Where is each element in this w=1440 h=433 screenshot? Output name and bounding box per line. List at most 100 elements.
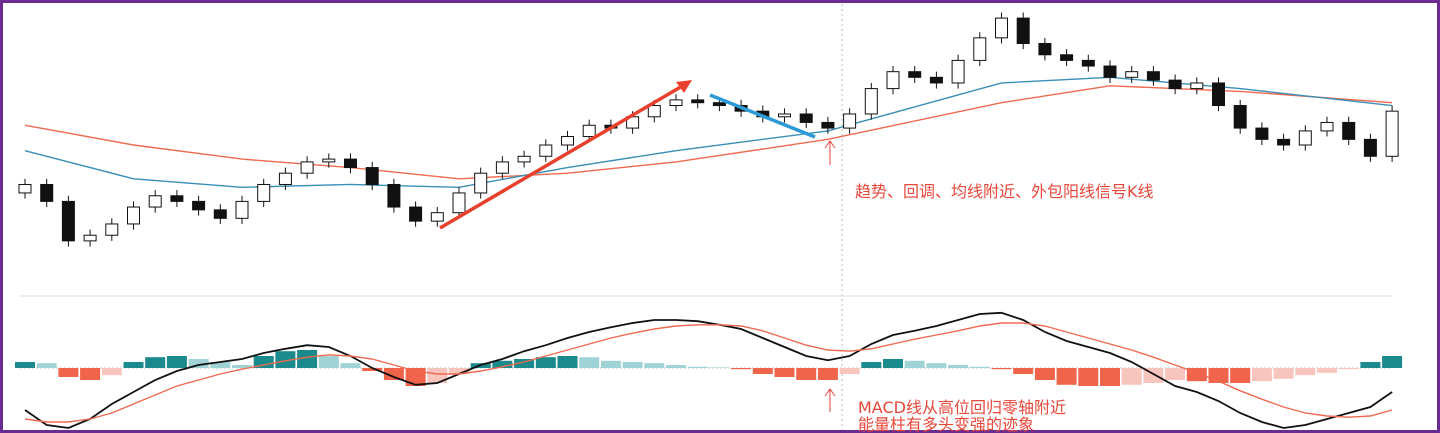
candle-body (712, 102, 726, 107)
candle-body (430, 212, 444, 222)
histogram-bar (1317, 368, 1337, 373)
candle-body (517, 155, 531, 163)
histogram-bar (449, 368, 469, 374)
annotation: MACD线从高位回归零轴附近 (858, 398, 1066, 417)
histogram-bar (861, 362, 882, 368)
candle-body (235, 200, 249, 219)
candle-body (1125, 71, 1139, 78)
candle-body (778, 113, 791, 118)
candle-body (647, 105, 661, 118)
candle-body (452, 192, 466, 214)
candle-body (365, 167, 379, 185)
histogram-bar (297, 350, 318, 368)
histogram-bar (58, 368, 79, 377)
candle-body (1320, 121, 1334, 132)
candle-body (1298, 130, 1312, 146)
candle-body (170, 195, 184, 202)
histogram-bar (275, 351, 296, 368)
candle-body (18, 183, 32, 194)
histogram-bar (579, 357, 600, 368)
histogram-bar (101, 368, 122, 376)
candle-body (83, 234, 97, 242)
histogram-bar (752, 368, 773, 374)
moving-average (24, 76, 1393, 189)
candle-body (387, 183, 401, 208)
histogram-bar (839, 368, 860, 374)
candle-body (995, 17, 1008, 39)
histogram-bar (1165, 368, 1186, 380)
candle-body (300, 161, 314, 174)
signal-arrow (824, 388, 836, 412)
price-panel (18, 12, 1399, 247)
histogram-bar (427, 368, 448, 383)
candle-body (886, 71, 900, 90)
histogram-bar (1382, 356, 1403, 368)
candle-body (864, 88, 878, 115)
candle-body (1363, 138, 1377, 157)
candle-body (1233, 105, 1247, 129)
candle-body (257, 183, 271, 202)
candle-body (278, 172, 292, 185)
candle-body (1103, 65, 1117, 78)
histogram-bar (991, 368, 1012, 370)
histogram-bar (731, 368, 752, 370)
annotation: 能量柱有多头变强的迹象 (858, 415, 1034, 433)
histogram-bar (36, 363, 57, 368)
histogram-bar (405, 368, 426, 386)
candle-body (40, 183, 54, 202)
histogram-bar (622, 362, 643, 368)
histogram-bar (514, 359, 535, 368)
candle-body (1385, 110, 1399, 157)
histogram-bar (535, 357, 556, 368)
histogram-bar (1100, 368, 1120, 386)
histogram-bar (1273, 368, 1294, 379)
candle-body (1060, 54, 1074, 61)
candle-body (1342, 121, 1356, 140)
candle-body (148, 195, 162, 208)
histogram-bar (883, 359, 903, 368)
histogram-bar (1360, 362, 1381, 368)
histogram-bar (1230, 368, 1251, 383)
histogram-bar (80, 368, 101, 380)
candle-body (1255, 127, 1269, 140)
candle-body (843, 113, 857, 129)
candle-body (322, 158, 336, 163)
histogram-bar (687, 366, 708, 368)
candle-body (1016, 17, 1030, 44)
candle-body (973, 37, 987, 61)
candle-body (105, 223, 119, 236)
histogram-bar (210, 362, 231, 368)
histogram-bar (817, 368, 838, 380)
candle-body (582, 124, 596, 138)
histogram-bar (948, 365, 969, 368)
candle-body (1146, 71, 1160, 81)
moving-average (24, 85, 1393, 180)
candle-body (799, 113, 813, 123)
histogram-bar (1295, 368, 1316, 376)
histogram-bar (926, 363, 947, 368)
candle-body (669, 99, 683, 107)
histogram-bar (969, 366, 990, 368)
trend-arrow (439, 83, 685, 230)
candle-body (1212, 82, 1225, 107)
macd-panel (15, 311, 1403, 429)
candle-body (127, 206, 140, 225)
histogram-bar (1121, 368, 1142, 385)
candle-body (821, 121, 835, 129)
histogram-bar (709, 367, 730, 368)
histogram-bar (123, 362, 144, 368)
histogram-bar (1338, 368, 1359, 370)
trend-arrow-head (676, 80, 692, 93)
histogram-bar (340, 363, 361, 368)
candle-body (561, 136, 574, 146)
signal-arrow (824, 140, 836, 165)
histogram-bar (318, 356, 339, 368)
histogram-bar (600, 360, 621, 368)
histogram-bar (383, 368, 404, 380)
candle-body (929, 76, 943, 84)
candle-body (691, 99, 705, 104)
candle-body (213, 209, 227, 219)
histogram-bar (644, 363, 665, 368)
